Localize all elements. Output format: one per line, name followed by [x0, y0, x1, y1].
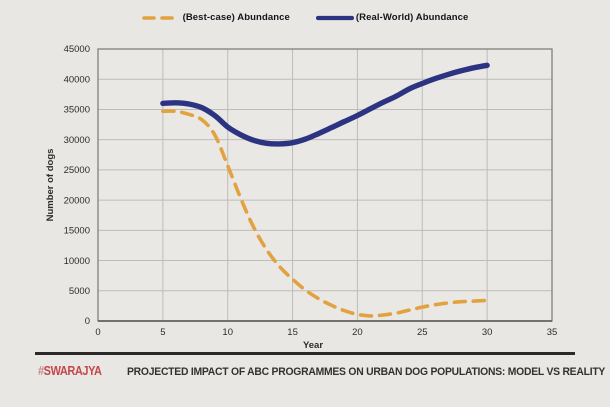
y-tick-label: 30000	[64, 135, 90, 146]
solid-line-swatch-icon	[315, 15, 354, 20]
x-tick-label: 25	[417, 327, 428, 338]
y-tick-label: 20000	[64, 195, 90, 206]
plot-area	[98, 49, 552, 321]
y-tick-label: 10000	[64, 256, 90, 267]
best-case-line	[161, 109, 489, 318]
x-tick-label: 0	[95, 327, 100, 338]
y-tick-label: 35000	[64, 105, 90, 116]
x-tick-label: 5	[160, 327, 165, 338]
real-world-line	[160, 62, 490, 147]
x-tick-label: 30	[482, 327, 493, 338]
chart-caption: PROJECTED IMPACT OF ABC PROGRAMMES ON UR…	[127, 366, 606, 378]
line-chart: 0 5 10 15 20 25 30 35 0 5000 10000 15000 20000 25000 3…	[45, 44, 558, 351]
y-axis-title: Number of dogs	[45, 149, 56, 222]
legend-item-real-world: (Real-World) Abundance	[315, 12, 469, 23]
brand-hash: #	[38, 364, 44, 378]
y-tick-label: 40000	[64, 74, 90, 85]
y-tick-label: 15000	[64, 226, 90, 237]
x-tick-label: 35	[547, 327, 558, 338]
footer: #SWARAJYA PROJECTED IMPACT OF ABC PROGRA…	[38, 364, 606, 378]
legend-item-best-case: (Best-case) Abundance	[141, 12, 290, 23]
brand-name: SWARAJYA	[43, 364, 102, 378]
y-tick-label: 5000	[69, 286, 90, 297]
chart-legend: (Best-case) Abundance (Real-World) Abund…	[0, 12, 610, 23]
y-tick-label: 0	[85, 316, 90, 327]
legend-label-best-case: (Best-case) Abundance	[182, 12, 290, 23]
x-tick-label: 15	[287, 327, 298, 338]
legend-label-real-world: (Real-World) Abundance	[355, 12, 469, 23]
x-tick-label: 10	[222, 327, 233, 338]
x-axis-title: Year	[303, 340, 323, 351]
swarajya-logo: #SWARAJYA	[38, 364, 102, 378]
y-tick-label: 45000	[64, 44, 90, 55]
y-tick-label: 25000	[64, 165, 90, 176]
footer-divider	[35, 352, 575, 355]
dashed-line-swatch-icon	[141, 15, 176, 20]
x-tick-label: 20	[352, 327, 363, 338]
